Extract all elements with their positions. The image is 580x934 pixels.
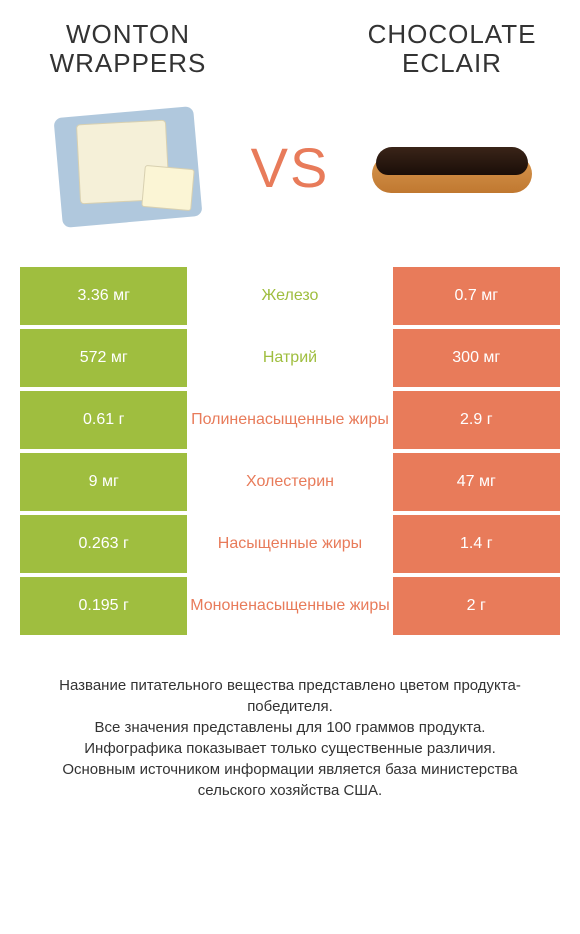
nutrient-label: Насыщенные жиры bbox=[187, 515, 392, 573]
images-row: VS bbox=[20, 97, 560, 237]
table-row: 3.36 мгЖелезо0.7 мг bbox=[20, 267, 560, 325]
right-title: CHOCOLATE ECLAIR bbox=[344, 20, 560, 77]
right-value: 2.9 г bbox=[393, 391, 560, 449]
nutrient-label: Железо bbox=[187, 267, 392, 325]
left-image bbox=[20, 97, 236, 237]
left-value: 572 мг bbox=[20, 329, 187, 387]
footer-text: Название питательного вещества представл… bbox=[20, 675, 560, 801]
table-row: 0.61 гПолиненасыщенные жиры2.9 г bbox=[20, 391, 560, 449]
left-value: 3.36 мг bbox=[20, 267, 187, 325]
infographic-container: WONTON WRAPPERS CHOCOLATE ECLAIR VS 3.36… bbox=[0, 0, 580, 934]
right-value: 47 мг bbox=[393, 453, 560, 511]
wonton-illustration bbox=[53, 107, 203, 227]
comparison-table: 3.36 мгЖелезо0.7 мг572 мгНатрий300 мг0.6… bbox=[20, 267, 560, 635]
table-row: 0.263 гНасыщенные жиры1.4 г bbox=[20, 515, 560, 573]
left-value: 9 мг bbox=[20, 453, 187, 511]
table-row: 572 мгНатрий300 мг bbox=[20, 329, 560, 387]
footer-line-4: Основным источником информации является … bbox=[30, 759, 550, 801]
right-value: 1.4 г bbox=[393, 515, 560, 573]
right-value: 300 мг bbox=[393, 329, 560, 387]
nutrient-label: Мононенасыщенные жиры bbox=[187, 577, 392, 635]
right-image bbox=[344, 97, 560, 237]
table-row: 9 мгХолестерин47 мг bbox=[20, 453, 560, 511]
left-value: 0.61 г bbox=[20, 391, 187, 449]
left-value: 0.263 г bbox=[20, 515, 187, 573]
footer-line-1: Название питательного вещества представл… bbox=[30, 675, 550, 717]
left-value: 0.195 г bbox=[20, 577, 187, 635]
table-row: 0.195 гМононенасыщенные жиры2 г bbox=[20, 577, 560, 635]
left-title: WONTON WRAPPERS bbox=[20, 20, 236, 77]
nutrient-label: Холестерин bbox=[187, 453, 392, 511]
footer-line-2: Все значения представлены для 100 граммо… bbox=[30, 717, 550, 738]
eclair-illustration bbox=[372, 145, 532, 190]
vs-label: VS bbox=[251, 135, 330, 200]
header-row: WONTON WRAPPERS CHOCOLATE ECLAIR bbox=[20, 20, 560, 77]
right-value: 0.7 мг bbox=[393, 267, 560, 325]
nutrient-label: Полиненасыщенные жиры bbox=[187, 391, 392, 449]
right-value: 2 г bbox=[393, 577, 560, 635]
nutrient-label: Натрий bbox=[187, 329, 392, 387]
footer-line-3: Инфографика показывает только существенн… bbox=[30, 738, 550, 759]
